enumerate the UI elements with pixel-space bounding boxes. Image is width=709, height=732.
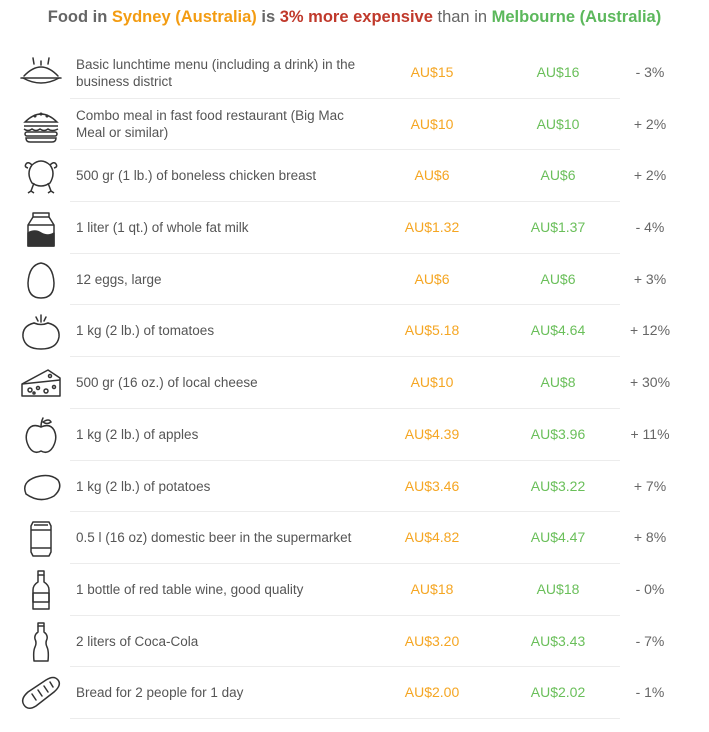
table-row: 0.5 l (16 oz) domestic beer in the super… [0, 512, 709, 564]
row-divider [70, 407, 620, 409]
price-city-2: AU$18 [536, 580, 580, 597]
row-divider [70, 356, 620, 358]
row-divider [70, 614, 620, 616]
row-divider [70, 201, 620, 203]
price-city-2: AU$10 [536, 115, 580, 132]
table-row: 12 eggs, large AU$6 AU$6 + 3% [0, 254, 709, 306]
row-divider [70, 511, 620, 513]
price-difference: - 0% [635, 580, 665, 597]
apple-icon [18, 414, 64, 456]
price-city-2: AU$3.43 [530, 632, 586, 649]
item-label: 1 bottle of red table wine, good quality [76, 581, 304, 597]
price-city-1: AU$18 [410, 580, 454, 597]
item-label: 500 gr (1 lb.) of boneless chicken breas… [76, 168, 317, 184]
item-label: Combo meal in fast food restaurant (Big … [76, 108, 344, 141]
item-label: 0.5 l (16 oz) domestic beer in the super… [76, 530, 352, 546]
price-city-2: AU$4.64 [530, 322, 586, 339]
price-city-2: AU$2.02 [530, 684, 586, 701]
title-percentage: 3% more expensive [279, 8, 433, 26]
price-city-1: AU$4.82 [404, 529, 460, 546]
price-city-2: AU$1.37 [530, 219, 586, 236]
price-difference: + 8% [633, 529, 667, 546]
item-label: 1 kg (2 lb.) of tomatoes [76, 323, 215, 339]
price-city-1: AU$2.00 [404, 684, 460, 701]
price-difference: + 2% [633, 167, 667, 184]
wine-bottle-icon [18, 569, 64, 611]
title-prefix: Food in [47, 8, 112, 26]
price-city-1: AU$3.20 [404, 632, 460, 649]
row-divider [70, 252, 620, 254]
price-difference: - 1% [635, 684, 665, 701]
item-label: Bread for 2 people for 1 day [76, 685, 244, 701]
table-row: 500 gr (16 oz.) of local cheese AU$10 AU… [0, 357, 709, 409]
table-row: 1 kg (2 lb.) of apples AU$4.39 AU$3.96 +… [0, 409, 709, 461]
price-difference: - 7% [635, 632, 665, 649]
title-city-2: Melbourne (Australia) [491, 8, 662, 26]
item-label: 1 kg (2 lb.) of potatoes [76, 478, 211, 494]
price-difference: + 30% [629, 374, 671, 391]
egg-icon [18, 259, 64, 301]
price-city-2: AU$6 [540, 270, 576, 287]
table-row: Bread for 2 people for 1 day AU$2.00 AU$… [0, 667, 709, 719]
price-city-1: AU$1.32 [404, 219, 460, 236]
potato-icon [18, 466, 64, 508]
table-row: 1 bottle of red table wine, good quality… [0, 564, 709, 616]
title-city-1: Sydney (Australia) [111, 8, 257, 26]
price-city-1: AU$3.46 [404, 477, 460, 494]
item-label: 1 liter (1 qt.) of whole fat milk [76, 220, 249, 236]
price-city-2: AU$6 [540, 167, 576, 184]
burger-icon [18, 104, 64, 146]
table-row: 500 gr (1 lb.) of boneless chicken breas… [0, 150, 709, 203]
row-divider [70, 666, 620, 668]
price-city-1: AU$10 [410, 374, 454, 391]
price-city-1: AU$10 [410, 115, 454, 132]
price-city-1: AU$6 [414, 167, 450, 184]
price-city-2: AU$3.96 [530, 425, 586, 442]
price-city-2: AU$4.47 [530, 529, 586, 546]
table-row: 1 liter (1 qt.) of whole fat milk AU$1.3… [0, 202, 709, 254]
row-divider [70, 149, 620, 151]
price-difference: + 12% [629, 322, 671, 339]
lunch-plate-icon [18, 52, 64, 94]
row-divider [70, 459, 620, 461]
title-than: than in [432, 8, 492, 26]
price-difference: + 3% [633, 270, 667, 287]
price-city-2: AU$3.22 [530, 477, 586, 494]
title-connector: is [256, 8, 280, 26]
price-city-1: AU$6 [414, 270, 450, 287]
table-row: Combo meal in fast food restaurant (Big … [0, 99, 709, 151]
page-title: Food in Sydney (Australia) is 3% more ex… [0, 0, 709, 34]
row-divider [70, 717, 620, 719]
soda-bottle-icon [18, 621, 64, 663]
tomato-icon [18, 310, 64, 352]
table-row: 1 kg (2 lb.) of potatoes AU$3.46 AU$3.22… [0, 461, 709, 513]
item-label: Basic lunchtime menu (including a drink)… [76, 56, 356, 89]
price-difference: + 2% [633, 115, 667, 132]
price-city-1: AU$4.39 [404, 425, 460, 442]
price-difference: + 11% [630, 425, 670, 442]
row-divider [70, 304, 620, 306]
item-label: 12 eggs, large [76, 271, 162, 287]
table-row: 1 kg (2 lb.) of tomatoes AU$5.18 AU$4.64… [0, 305, 709, 358]
price-city-2: AU$8 [540, 374, 576, 391]
price-comparison-table: Basic lunchtime menu (including a drink)… [0, 47, 709, 719]
item-label: 1 kg (2 lb.) of apples [76, 426, 199, 442]
beer-can-icon [18, 517, 64, 559]
item-label: 2 liters of Coca-Cola [76, 633, 199, 649]
bread-icon [18, 672, 64, 714]
price-city-1: AU$15 [410, 64, 454, 80]
row-divider [70, 97, 620, 99]
table-row: 2 liters of Coca-Cola AU$3.20 AU$3.43 - … [0, 616, 709, 668]
price-difference: + 7% [633, 477, 667, 494]
table-row: Basic lunchtime menu (including a drink)… [0, 47, 709, 99]
cheese-icon [18, 362, 64, 404]
price-difference: - 3% [635, 64, 665, 80]
price-difference: - 4% [635, 219, 665, 236]
chicken-icon [18, 155, 64, 197]
item-label: 500 gr (16 oz.) of local cheese [76, 375, 258, 391]
price-city-2: AU$16 [536, 64, 580, 80]
row-divider [70, 562, 620, 564]
price-city-1: AU$5.18 [404, 322, 460, 339]
milk-carton-icon [18, 207, 64, 249]
